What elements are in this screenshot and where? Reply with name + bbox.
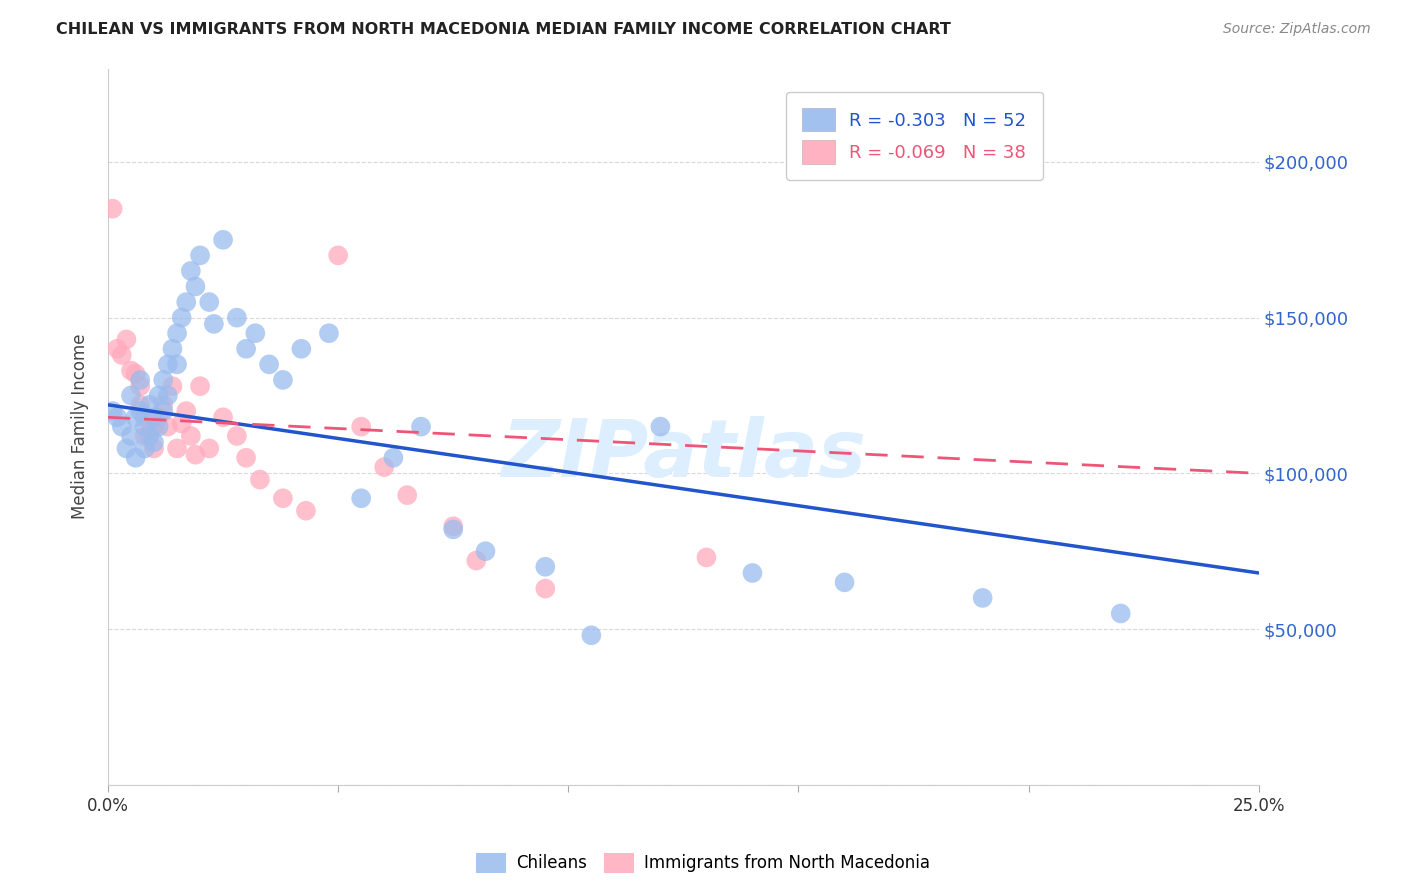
Point (166, 326, 188, 341)
Point (180, 264, 202, 278)
Point (318, 326, 340, 341)
Point (295, 504, 318, 518)
Point (184, 279, 207, 293)
Point (474, 544, 496, 558)
Point (134, 410, 156, 425)
Point (111, 419, 134, 434)
Point (695, 550, 717, 565)
Point (162, 379, 184, 393)
Point (148, 419, 170, 434)
Point (249, 473, 271, 487)
Point (101, 404, 124, 418)
Point (328, 248, 350, 262)
Point (143, 410, 166, 425)
Point (373, 460, 395, 475)
Point (162, 342, 184, 356)
Point (257, 357, 280, 371)
Point (1109, 607, 1132, 621)
Point (465, 553, 488, 567)
Point (271, 373, 294, 387)
Point (441, 522, 464, 536)
Point (212, 233, 235, 247)
Point (382, 450, 405, 465)
Point (134, 429, 156, 443)
Point (138, 429, 160, 443)
Point (129, 373, 152, 387)
Point (148, 410, 170, 425)
Point (441, 519, 464, 533)
Point (120, 388, 142, 402)
Point (170, 310, 193, 325)
Point (235, 342, 257, 356)
Point (409, 419, 432, 434)
Point (650, 419, 672, 434)
Point (129, 398, 152, 412)
Point (225, 429, 247, 443)
Legend: R = -0.303   N = 52, R = -0.069   N = 38: R = -0.303 N = 52, R = -0.069 N = 38 (786, 92, 1043, 180)
Point (166, 442, 188, 456)
Point (120, 363, 142, 377)
Point (138, 425, 160, 440)
Point (534, 582, 557, 596)
Point (245, 326, 267, 341)
Point (120, 429, 142, 443)
Point (124, 450, 146, 465)
Point (184, 448, 207, 462)
Point (396, 488, 419, 502)
Point (180, 429, 202, 443)
Text: CHILEAN VS IMMIGRANTS FROM NORTH MACEDONIA MEDIAN FAMILY INCOME CORRELATION CHAR: CHILEAN VS IMMIGRANTS FROM NORTH MACEDON… (56, 22, 950, 37)
Point (166, 357, 188, 371)
Point (152, 404, 174, 418)
Point (170, 417, 193, 431)
Point (834, 575, 856, 590)
Point (202, 317, 225, 331)
Text: ZIPatlas: ZIPatlas (501, 417, 866, 494)
Point (134, 442, 156, 456)
Point (271, 491, 294, 506)
Point (152, 373, 174, 387)
Point (174, 404, 197, 418)
Point (350, 419, 373, 434)
Point (212, 410, 235, 425)
Point (174, 295, 197, 310)
Point (235, 450, 257, 465)
Point (105, 342, 128, 356)
Y-axis label: Median Family Income: Median Family Income (72, 334, 89, 519)
Point (188, 248, 211, 262)
Point (115, 333, 138, 347)
Point (143, 442, 166, 456)
Point (156, 388, 179, 402)
Point (143, 419, 166, 434)
Point (138, 398, 160, 412)
Point (188, 379, 211, 393)
Point (129, 404, 152, 418)
Point (225, 310, 247, 325)
Point (350, 491, 373, 506)
Point (134, 419, 156, 434)
Point (152, 398, 174, 412)
Point (143, 435, 166, 450)
Point (156, 357, 179, 371)
Point (534, 559, 557, 574)
Point (972, 591, 994, 605)
Point (290, 342, 312, 356)
Point (148, 388, 170, 402)
Point (129, 379, 152, 393)
Point (581, 628, 603, 642)
Point (115, 442, 138, 456)
Point (111, 348, 134, 362)
Point (105, 410, 128, 425)
Point (124, 367, 146, 381)
Point (198, 442, 221, 456)
Point (741, 566, 763, 580)
Point (124, 410, 146, 425)
Point (156, 419, 179, 434)
Text: Source: ZipAtlas.com: Source: ZipAtlas.com (1223, 22, 1371, 37)
Legend: Chileans, Immigrants from North Macedonia: Chileans, Immigrants from North Macedoni… (470, 847, 936, 880)
Point (198, 295, 221, 310)
Point (101, 202, 124, 216)
